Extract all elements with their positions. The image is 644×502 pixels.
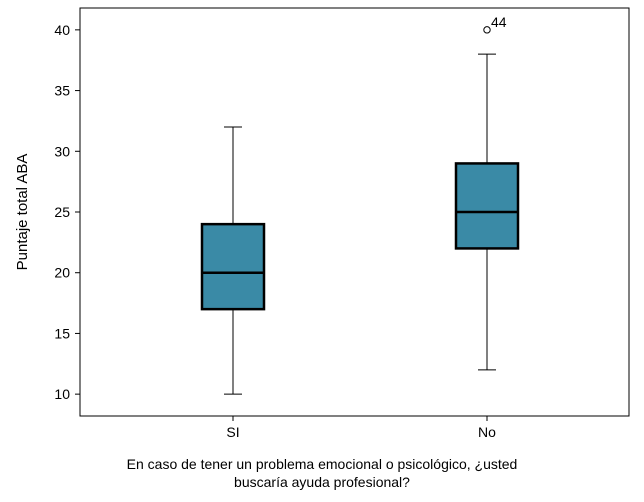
y-tick-label-10: 10: [54, 386, 70, 402]
y-tick-label-40: 40: [54, 22, 70, 38]
plot-frame: [79, 7, 630, 417]
x-tick-label-no: No: [478, 424, 496, 440]
x-tick-label-si: SI: [226, 424, 239, 440]
box-no: [454, 162, 520, 250]
y-tick-label-15: 15: [54, 325, 70, 341]
y-tick-label-25: 25: [54, 204, 70, 220]
y-tick-label-35: 35: [54, 83, 70, 99]
y-tick-label-30: 30: [54, 143, 70, 159]
outlier-no-0: [483, 26, 491, 34]
y-axis-label: Puntaje total ABA: [14, 154, 31, 271]
y-tick-label-20: 20: [54, 265, 70, 281]
x-axis-label-line-1: En caso de tener un problema emocional o…: [126, 456, 518, 472]
box-si: [200, 222, 266, 311]
outlier-label-no-0: 44: [491, 14, 507, 30]
x-axis-label-line-2: buscaría ayuda profesional?: [234, 474, 410, 490]
